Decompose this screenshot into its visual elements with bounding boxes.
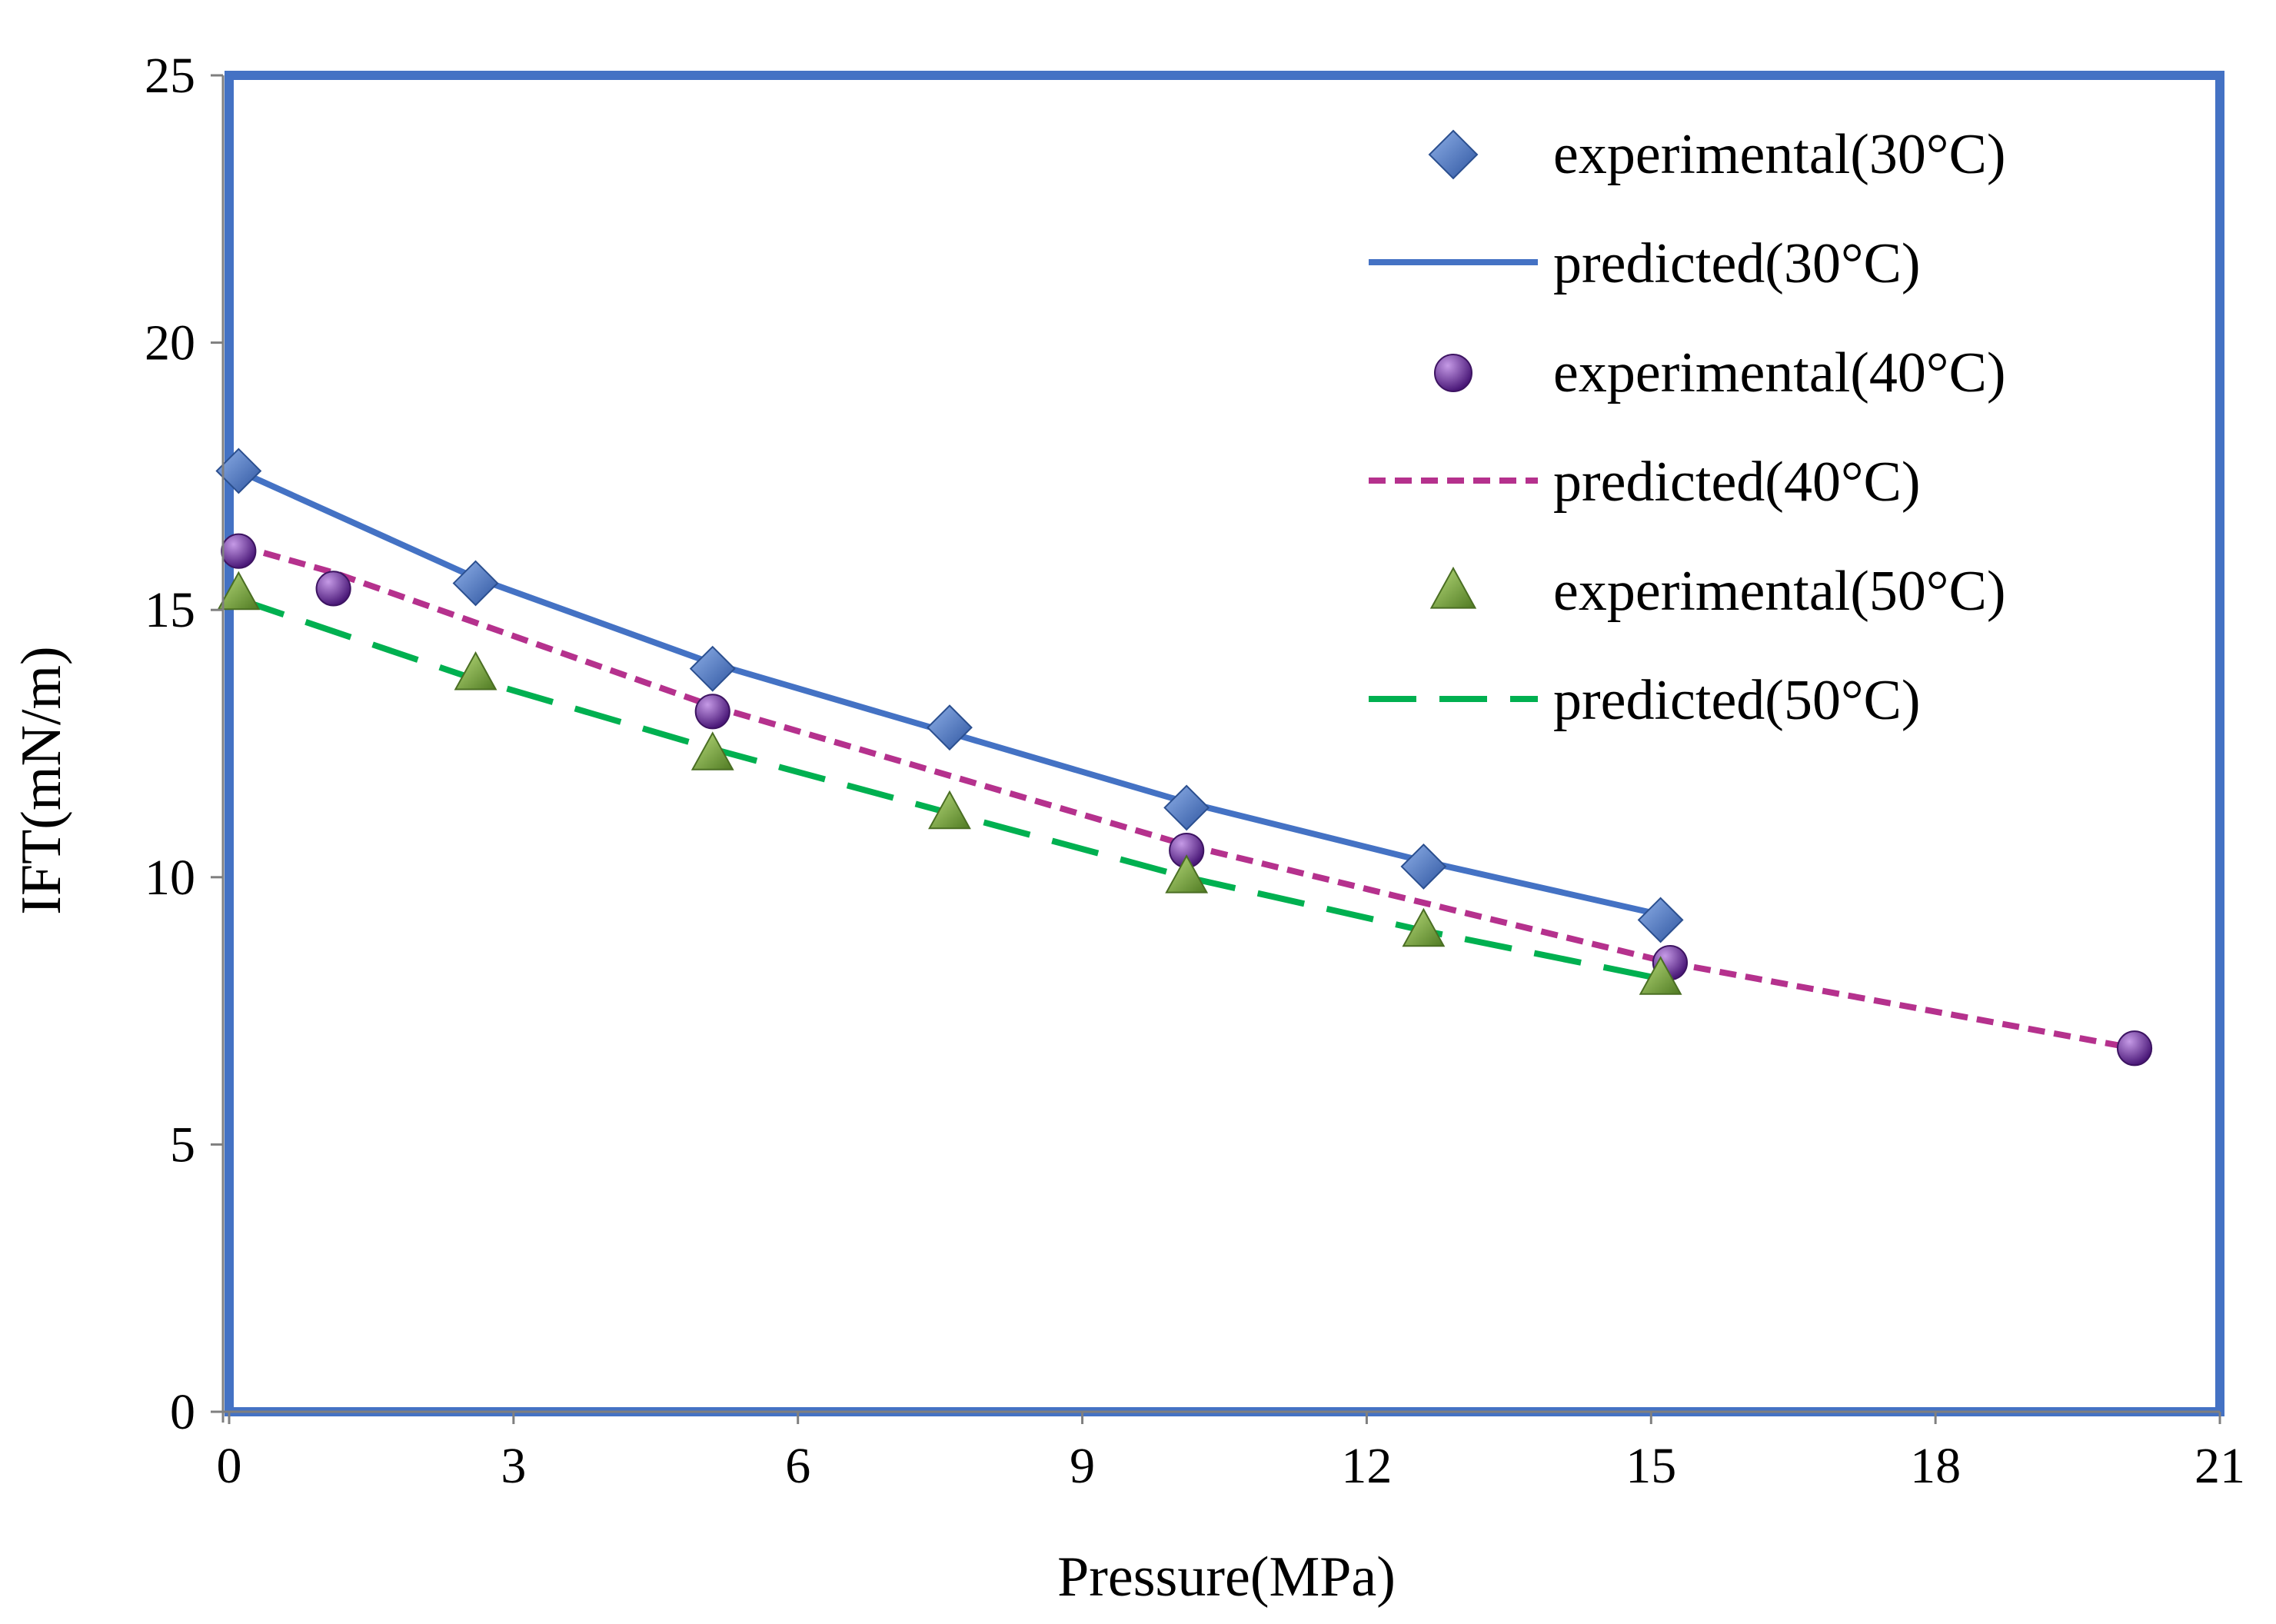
data-point-experimental-30-c bbox=[1637, 897, 1684, 943]
data-point-experimental-40-c bbox=[2116, 1030, 2153, 1067]
legend-marker-experimental-40-c bbox=[1434, 354, 1472, 392]
x-tick-label: 21 bbox=[2194, 1438, 2245, 1494]
data-point-experimental-40-c bbox=[221, 533, 257, 569]
series-layer bbox=[215, 448, 2153, 1067]
data-point-experimental-50-c bbox=[1402, 907, 1446, 947]
legend-label-experimental-50-c: experimental(50°C) bbox=[1553, 560, 2006, 623]
data-point-experimental-50-c bbox=[1165, 854, 1209, 894]
data-point-experimental-50-c bbox=[454, 651, 497, 691]
legend-label-predicted-50-c: predicted(50°C) bbox=[1553, 669, 1921, 732]
y-tick-label: 0 bbox=[170, 1384, 195, 1440]
x-tick-label: 3 bbox=[501, 1438, 526, 1494]
legend-label-experimental-30-c: experimental(30°C) bbox=[1553, 123, 2006, 186]
series-line-predicted-40-c bbox=[238, 542, 2135, 1052]
legend-label-experimental-40-c: experimental(40°C) bbox=[1553, 341, 2006, 404]
legend-marker-experimental-30-c bbox=[1428, 129, 1479, 180]
legend-marker-experimental-50-c bbox=[1429, 566, 1477, 609]
axis-layer: 0 3 6 9 12 15 18 21 0 5 10 15 20 25 bbox=[145, 48, 2245, 1494]
x-tick-label: 12 bbox=[1341, 1438, 1392, 1494]
x-tick-label: 9 bbox=[1070, 1438, 1095, 1494]
data-point-experimental-50-c bbox=[690, 731, 734, 770]
data-point-experimental-30-c bbox=[927, 704, 973, 751]
plot-frame bbox=[225, 71, 2224, 1416]
data-point-experimental-40-c bbox=[315, 571, 351, 607]
data-point-experimental-50-c bbox=[217, 571, 261, 611]
x-tick-label: 0 bbox=[217, 1438, 242, 1494]
data-point-experimental-30-c bbox=[689, 645, 736, 692]
y-tick-label: 10 bbox=[145, 850, 195, 906]
data-point-experimental-50-c bbox=[1639, 956, 1682, 995]
x-tick-label: 15 bbox=[1625, 1438, 1676, 1494]
data-point-experimental-40-c bbox=[694, 694, 730, 730]
legend: experimental(30°C) predicted(30°C) experim… bbox=[1369, 123, 2006, 732]
y-tick-label: 5 bbox=[170, 1116, 195, 1173]
legend-label-predicted-40-c: predicted(40°C) bbox=[1553, 451, 1921, 514]
x-tick-label: 6 bbox=[785, 1438, 810, 1494]
x-axis-title: Pressure(MPa) bbox=[1057, 1546, 1396, 1609]
data-point-experimental-30-c bbox=[1163, 784, 1210, 831]
y-axis-title: IFT(mN/m) bbox=[10, 646, 73, 914]
y-tick-label: 15 bbox=[145, 582, 195, 638]
data-point-experimental-30-c bbox=[452, 560, 499, 607]
plot-area-border bbox=[225, 71, 2224, 1416]
x-tick-label: 18 bbox=[1910, 1438, 1961, 1494]
data-point-experimental-50-c bbox=[928, 790, 971, 830]
data-point-experimental-30-c bbox=[1400, 843, 1447, 890]
y-tick-label: 25 bbox=[145, 48, 195, 104]
y-tick-label: 20 bbox=[145, 315, 195, 371]
legend-label-predicted-30-c: predicted(30°C) bbox=[1553, 232, 1921, 295]
